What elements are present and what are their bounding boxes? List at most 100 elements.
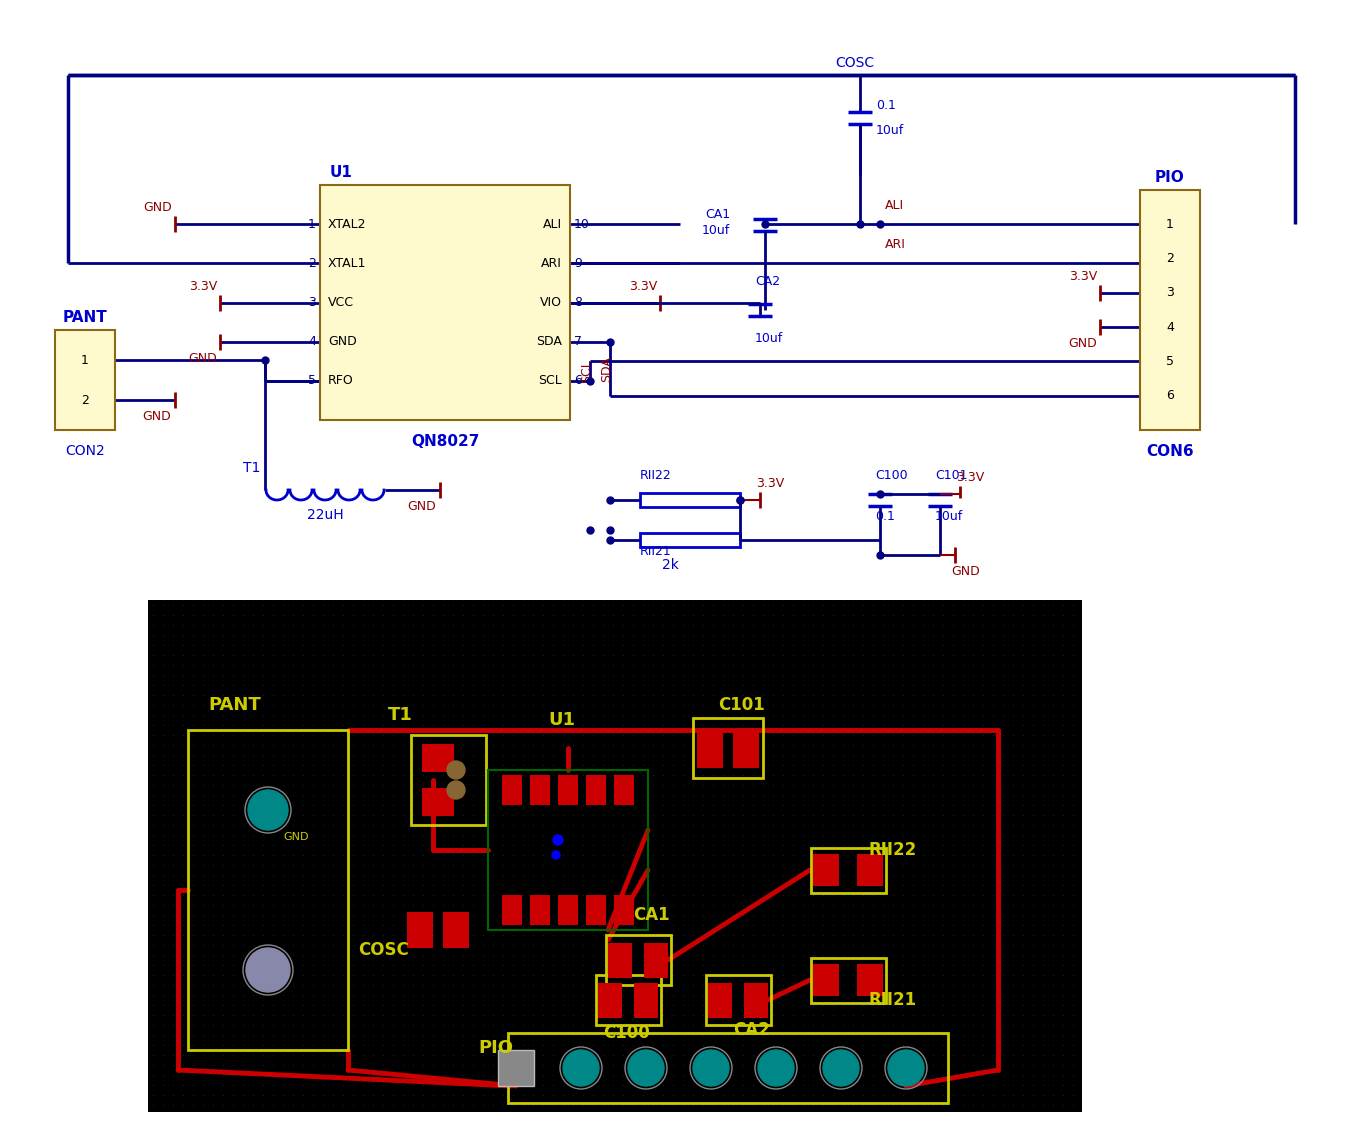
Point (322, 876, 343, 894)
Point (292, 816, 314, 834)
Point (752, 686, 773, 704)
Point (342, 906, 364, 924)
Point (783, 1016, 804, 1034)
Point (212, 796, 234, 814)
Point (542, 1026, 564, 1044)
Point (512, 976, 534, 994)
Point (342, 896, 364, 914)
Point (972, 916, 994, 934)
Point (552, 916, 573, 934)
Circle shape (627, 1050, 664, 1086)
Point (383, 886, 404, 905)
Point (1013, 936, 1034, 955)
Point (542, 835, 564, 854)
Point (772, 696, 794, 714)
Point (792, 986, 814, 1004)
Point (1022, 1046, 1044, 1065)
Point (162, 906, 184, 924)
Point (162, 735, 184, 754)
Point (472, 866, 493, 884)
Point (233, 806, 254, 824)
Point (822, 1016, 844, 1034)
Point (633, 945, 654, 964)
Point (222, 666, 243, 684)
Point (972, 796, 994, 814)
Point (292, 926, 314, 944)
Point (592, 876, 614, 894)
Text: C100: C100 (875, 469, 907, 482)
Point (233, 945, 254, 964)
Point (412, 746, 434, 764)
Point (562, 625, 584, 644)
Point (1052, 816, 1073, 834)
Point (813, 756, 834, 774)
Point (662, 696, 684, 714)
Point (222, 616, 243, 634)
Point (562, 826, 584, 844)
Point (162, 1006, 184, 1024)
Point (792, 806, 814, 824)
Point (352, 1036, 373, 1054)
Point (422, 966, 443, 984)
Point (303, 916, 324, 934)
Point (462, 746, 484, 764)
Point (872, 995, 894, 1014)
Point (733, 896, 754, 914)
Point (652, 966, 673, 984)
Point (542, 606, 564, 624)
Point (233, 785, 254, 804)
Point (492, 706, 514, 724)
Point (842, 856, 864, 874)
Point (1052, 945, 1073, 964)
Point (802, 716, 823, 734)
Point (733, 616, 754, 634)
Point (883, 606, 904, 624)
Point (642, 636, 664, 654)
Point (992, 756, 1014, 774)
Point (352, 816, 373, 834)
Point (462, 1086, 484, 1104)
Point (583, 976, 604, 994)
Point (642, 916, 664, 934)
Point (272, 1056, 293, 1074)
Point (963, 1036, 984, 1054)
Point (612, 976, 634, 994)
Point (602, 596, 623, 614)
Point (183, 866, 204, 884)
Point (542, 706, 564, 724)
Point (942, 806, 964, 824)
Point (672, 1096, 694, 1115)
Point (1013, 886, 1034, 905)
Point (262, 886, 284, 905)
Point (452, 606, 473, 624)
Point (992, 1076, 1014, 1094)
Point (283, 956, 304, 974)
Point (372, 926, 393, 944)
Point (713, 735, 734, 754)
Point (992, 666, 1014, 684)
Point (372, 656, 393, 674)
Text: 2: 2 (308, 257, 316, 270)
Point (783, 886, 804, 905)
Point (833, 986, 854, 1004)
Point (172, 656, 193, 674)
Point (522, 1026, 544, 1044)
Point (1042, 676, 1064, 695)
Point (652, 846, 673, 864)
Point (662, 1086, 684, 1104)
Point (972, 625, 994, 644)
Point (913, 1086, 934, 1104)
Point (183, 596, 204, 614)
Point (192, 625, 214, 644)
Point (422, 596, 443, 614)
Point (922, 1066, 944, 1084)
Point (702, 945, 723, 964)
Point (462, 785, 484, 804)
Point (572, 746, 594, 764)
Point (262, 866, 284, 884)
Point (942, 756, 964, 774)
Point (772, 666, 794, 684)
Point (502, 596, 523, 614)
Point (622, 666, 644, 684)
Point (312, 1076, 334, 1094)
